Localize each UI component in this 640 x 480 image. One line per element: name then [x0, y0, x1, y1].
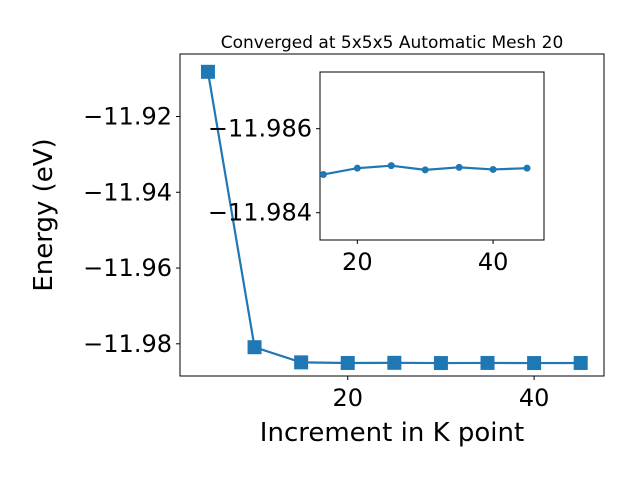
inset-data-point: [421, 166, 429, 174]
data-point: [294, 355, 309, 370]
inset-background: [320, 72, 544, 240]
data-point: [573, 355, 588, 370]
inset-data-point: [319, 170, 327, 178]
x-tick-label: 40: [519, 384, 550, 412]
data-point: [387, 355, 402, 370]
y-axis-label: Energy (eV): [29, 138, 59, 291]
inset-data-point: [489, 165, 497, 173]
inset-data-point: [523, 164, 531, 172]
y-tick-label: −11.92: [83, 103, 172, 131]
data-point: [527, 356, 542, 371]
inset-plot-frame: [319, 71, 545, 241]
data-point: [200, 64, 215, 79]
plot-frame: [179, 53, 605, 377]
y-tick-label: −11.96: [83, 254, 172, 282]
inset-x-tick-label: 20: [342, 248, 373, 276]
chart-title: Converged at 5x5x5 Automatic Mesh 20: [221, 33, 564, 53]
inset-data-point: [455, 163, 463, 171]
inset-y-tick-label: −11.986: [208, 115, 312, 143]
x-axis-label: Increment in K point: [260, 418, 524, 448]
data-point: [340, 355, 355, 370]
y-tick-label: −11.94: [83, 178, 172, 206]
x-tick-label: 20: [332, 384, 363, 412]
data-point: [480, 355, 495, 370]
data-point: [433, 356, 448, 371]
inset-x-tick-label: 40: [478, 248, 509, 276]
inset-y-tick-label: −11.984: [208, 199, 312, 227]
y-tick-label: −11.98: [83, 330, 172, 358]
inset-data-point: [353, 164, 361, 172]
data-point: [247, 340, 262, 355]
inset-data-point: [387, 162, 395, 170]
